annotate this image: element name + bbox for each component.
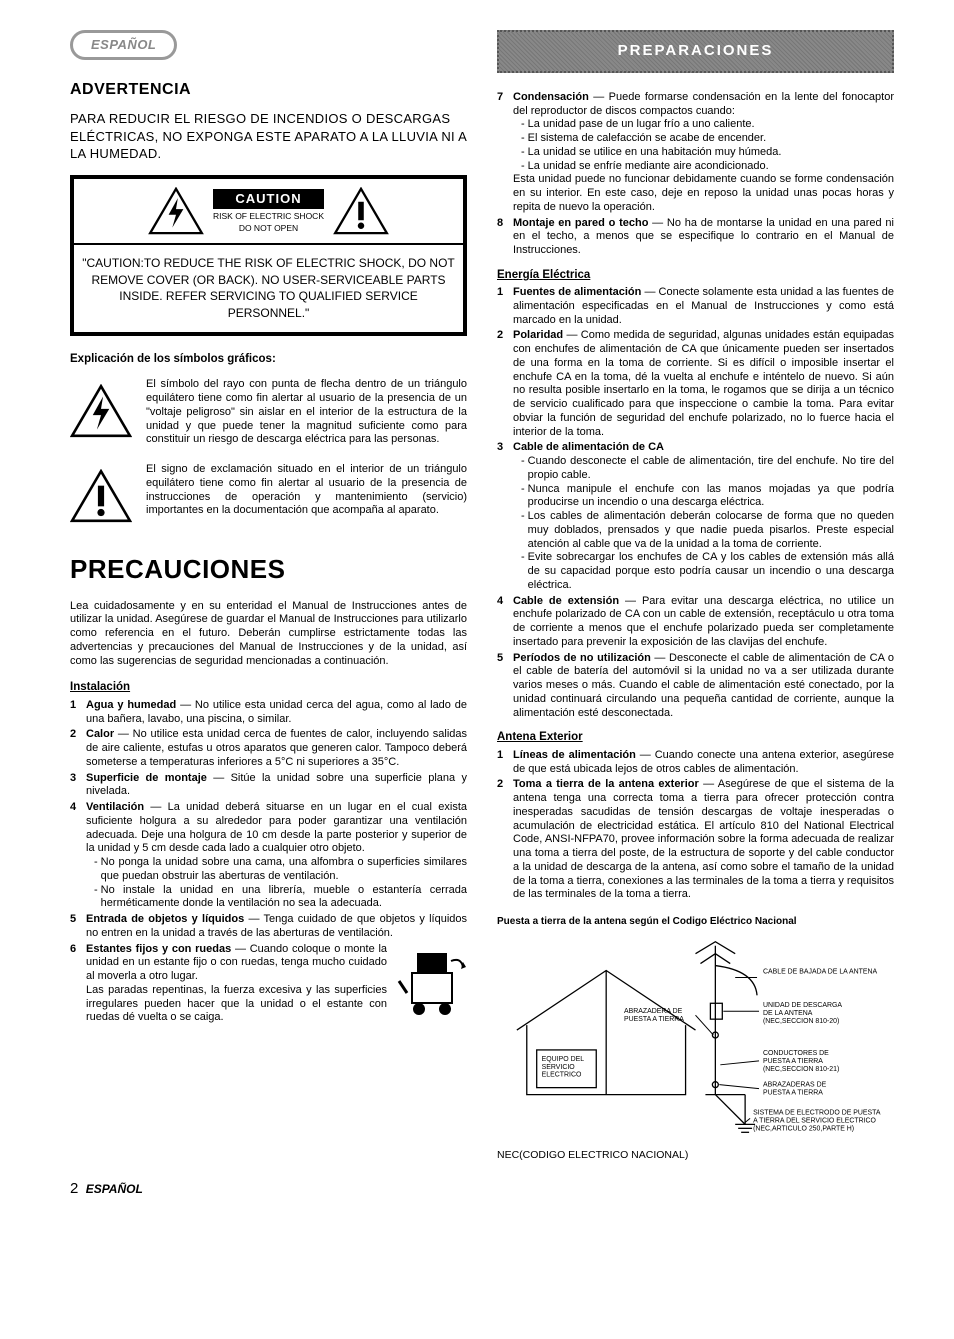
page-footer: 2 ESPAÑOL [70,1180,894,1199]
svg-text:ABRAZADERAS DE: ABRAZADERAS DE [763,1081,827,1088]
svg-text:SERVICIO: SERVICIO [542,1063,576,1070]
energia-list: 1Fuentes de alimentación — Conecte solam… [497,286,894,720]
preparaciones-banner: PREPARACIONES [497,30,894,73]
energia-heading: Energía Eléctrica [497,268,894,282]
svg-text:CABLE DE BAJADA DE LA ANTENA: CABLE DE BAJADA DE LA ANTENA [763,968,877,975]
svg-text:(NEC,ARTICULO 250,PARTE H): (NEC,ARTICULO 250,PARTE H) [753,1125,854,1132]
instalacion-list: 1Agua y humedad — No utilice esta unidad… [70,699,467,1025]
bolt-symbol-text: El símbolo del rayo con punta de flecha … [146,378,467,447]
svg-text:ELECTRICO: ELECTRICO [542,1071,582,1078]
page-language-label: ESPAÑOL [86,1182,143,1196]
rack-cart-icon [397,943,467,1023]
svg-text:PUESTA A TIERRA: PUESTA A TIERRA [624,1016,684,1023]
warning-text: PARA REDUCIR EL RIESGO DE INCENDIOS O DE… [70,110,467,163]
nec-caption: NEC(CODIGO ELECTRICO NACIONAL) [497,1149,894,1162]
svg-text:UNIDAD DE DESCARGA: UNIDAD DE DESCARGA [763,1002,842,1009]
caution-box: CAUTION RISK OF ELECTRIC SHOCK DO NOT OP… [70,175,467,336]
svg-text:DE LA ANTENA: DE LA ANTENA [763,1010,813,1017]
page-number: 2 [70,1180,78,1197]
caution-body-text: "CAUTION:TO REDUCE THE RISK OF ELECTRIC … [74,245,463,332]
exclamation-triangle-icon [332,187,390,235]
caution-label: CAUTION [213,189,324,209]
exclamation-symbol-text: El signo de exclamación situado en el in… [146,463,467,518]
instalacion-heading: Instalación [70,680,467,694]
symbols-heading: Explicación de los símbolos gráficos: [70,352,467,366]
warning-heading: ADVERTENCIA [70,80,467,100]
bolt-triangle-icon [147,187,205,235]
antena-heading: Antena Exterior [497,730,894,744]
antenna-diagram-title: Puesta a tierra de la antena según el Co… [497,916,894,929]
svg-text:PUESTA A TIERRA: PUESTA A TIERRA [763,1057,823,1064]
svg-text:(NEC,SECCION 810-20): (NEC,SECCION 810-20) [763,1018,839,1025]
precauciones-intro: Lea cuidadosamente y en su enteridad el … [70,600,467,669]
svg-text:PUESTA A TIERRA: PUESTA A TIERRA [763,1089,823,1096]
svg-text:A TIERRA DEL SERVICIO ELECTRIC: A TIERRA DEL SERVICIO ELECTRICO [753,1117,876,1124]
svg-text:EQUIPO DEL: EQUIPO DEL [542,1055,585,1062]
svg-text:ABRAZADERA DE: ABRAZADERA DE [624,1008,683,1015]
caution-sub2: DO NOT OPEN [213,223,324,233]
svg-text:SISTEMA DE ELECTRODO DE PUESTA: SISTEMA DE ELECTRODO DE PUESTA [753,1109,881,1116]
svg-text:CONDUCTORES DE: CONDUCTORES DE [763,1049,829,1056]
precauciones-heading: PRECAUCIONES [70,553,467,586]
instalacion-list-cont: 7Condensación — Puede formarse condensac… [497,91,894,258]
svg-text:(NEC,SECCION 810-21): (NEC,SECCION 810-21) [763,1065,839,1072]
antenna-grounding-diagram: CABLE DE BAJADA DE LA ANTENA ABRAZADERA … [497,935,894,1145]
bolt-triangle-icon [70,384,132,438]
language-badge: ESPAÑOL [70,30,177,60]
antena-list: 1Líneas de alimentación — Cuando conecte… [497,749,894,902]
exclamation-triangle-icon [70,469,132,523]
caution-sub1: RISK OF ELECTRIC SHOCK [213,211,324,221]
